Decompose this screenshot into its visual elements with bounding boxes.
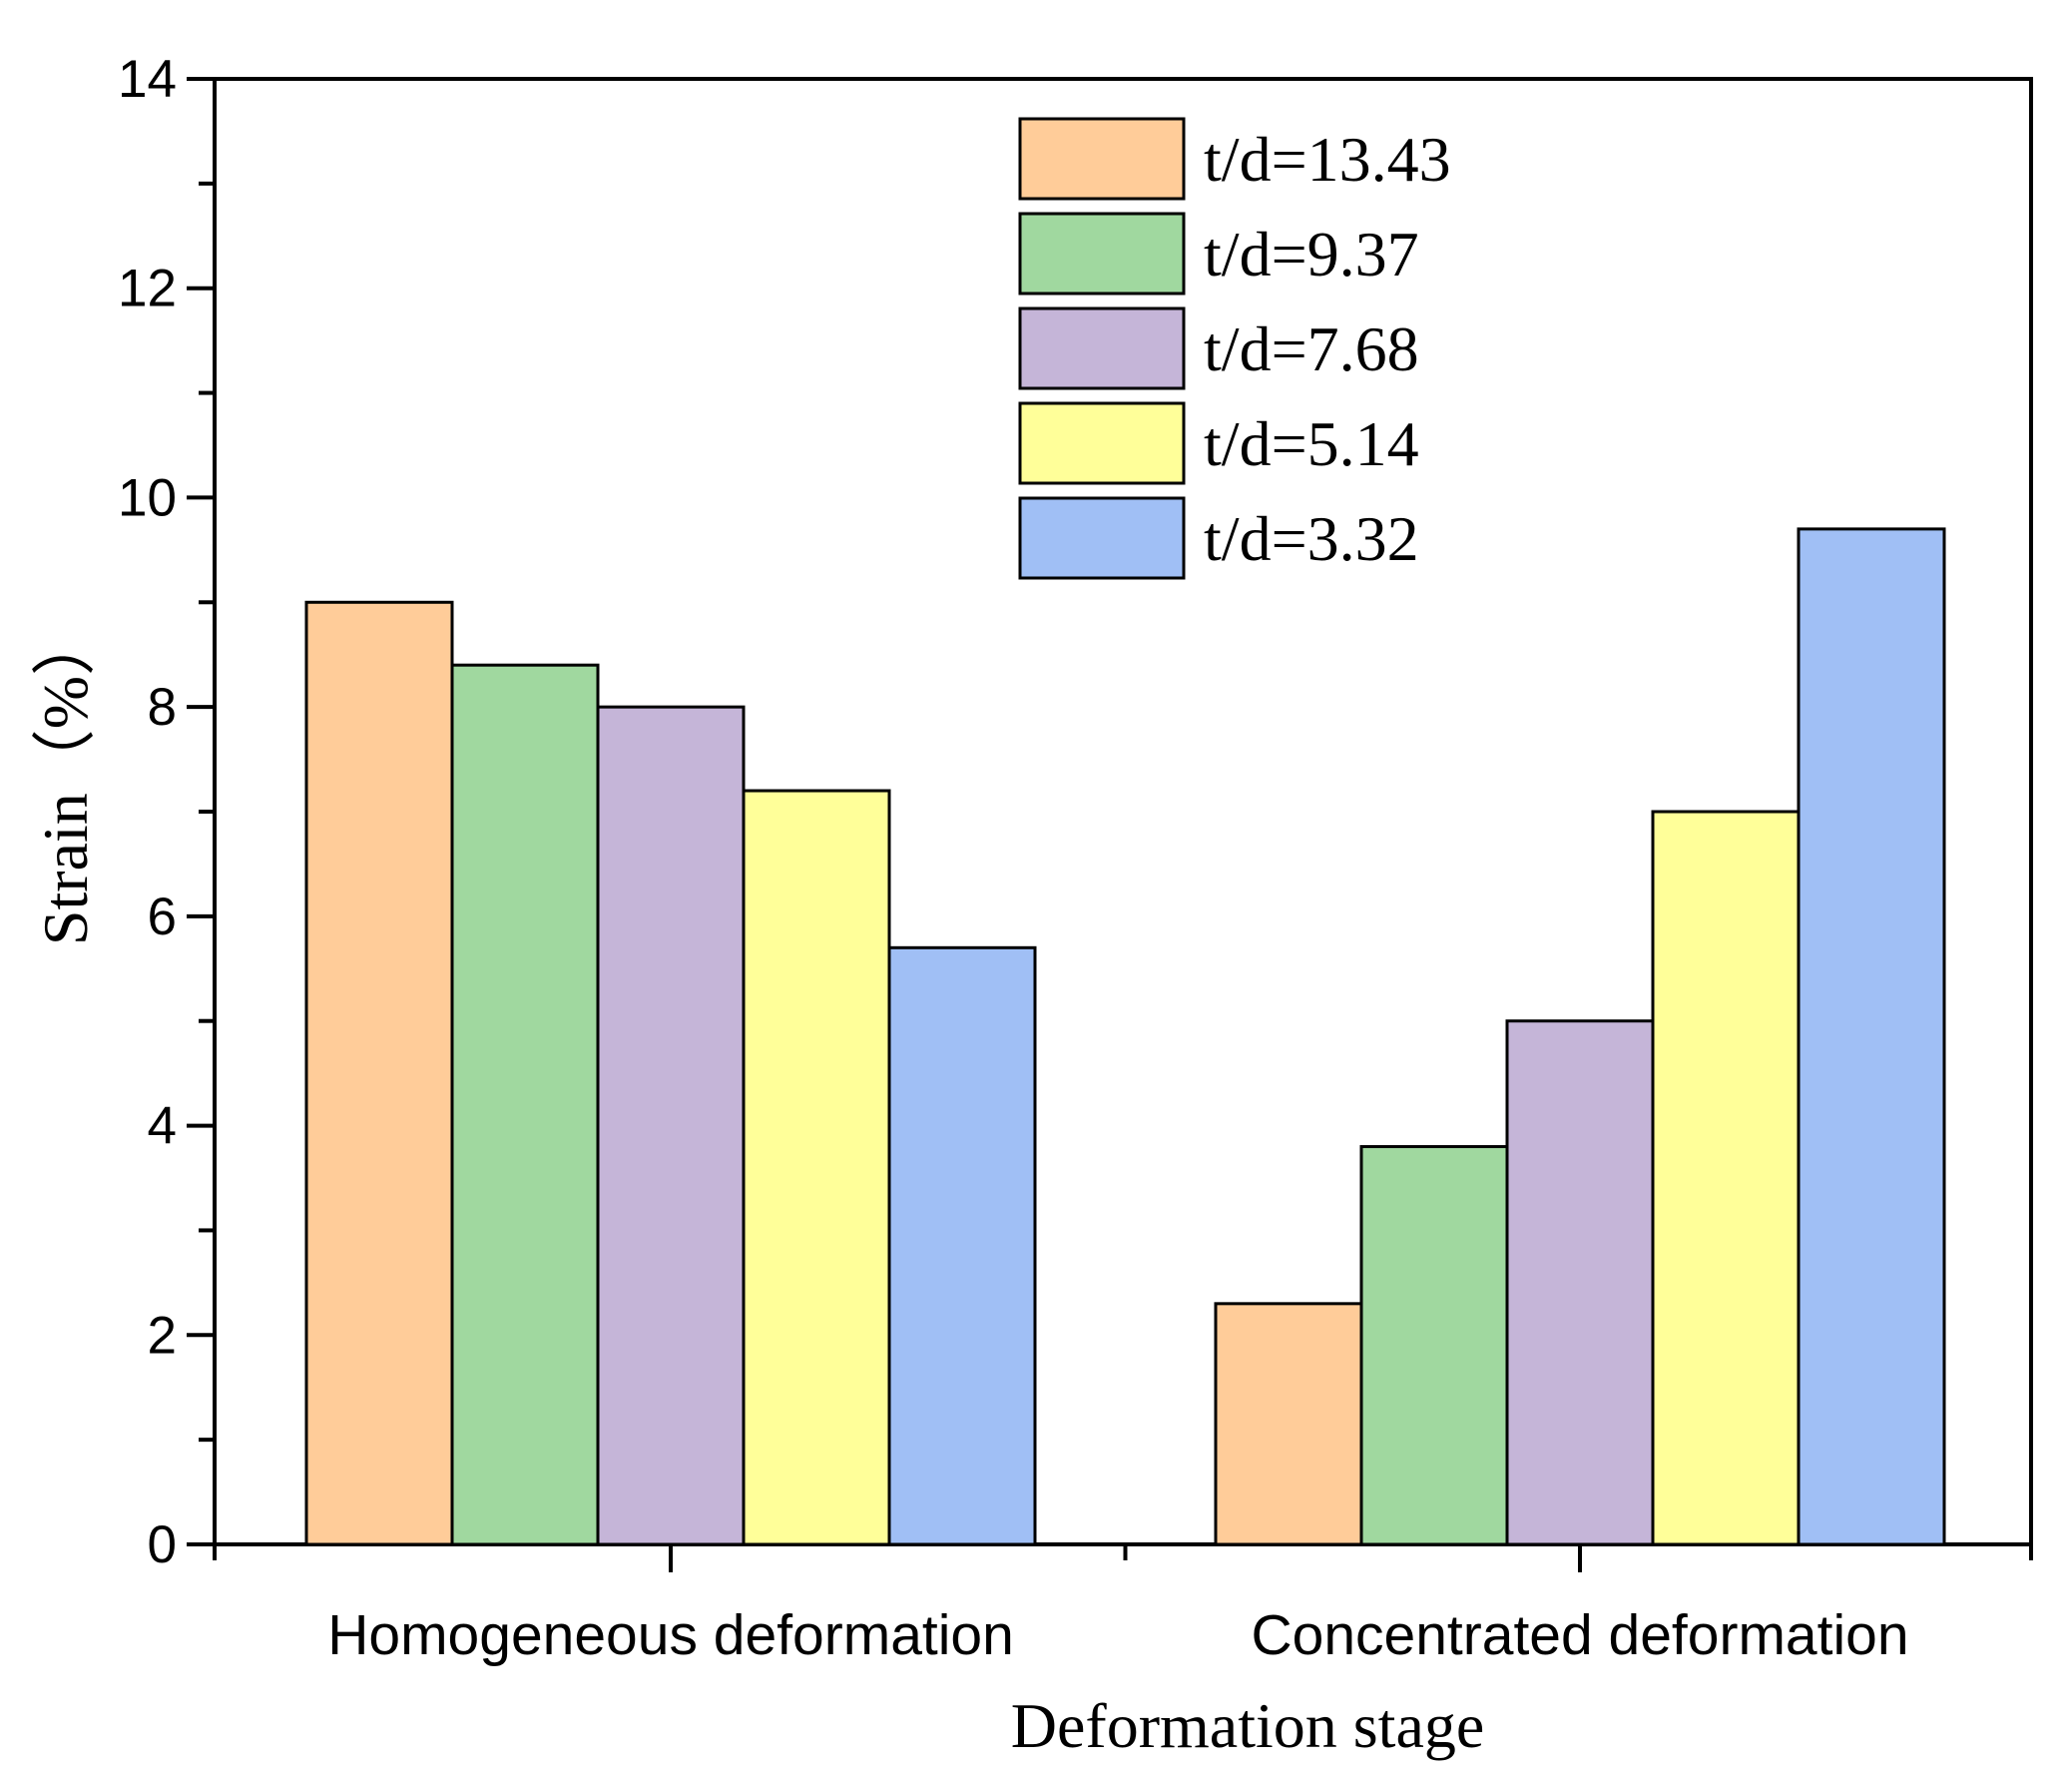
- bar-concentrated-deformation-t-d-7-68: [1505, 1019, 1655, 1546]
- legend-swatch-t-d-5-14: [1018, 401, 1186, 485]
- legend-label-t-d-13-43: t/d=13.43: [1204, 124, 1451, 195]
- legend-swatch-t-d-9-37: [1018, 212, 1186, 296]
- bar-concentrated-deformation-t-d-3-32: [1797, 527, 1946, 1546]
- y-tick-label: 0: [148, 1515, 177, 1574]
- bar-homogeneous-deformation-t-d-9-37: [450, 663, 600, 1546]
- y-tick-label: 10: [118, 468, 177, 527]
- bar-concentrated-deformation-t-d-9-37: [1359, 1145, 1509, 1546]
- bar-homogeneous-deformation-t-d-5-14: [742, 789, 891, 1546]
- y-tick-label: 14: [118, 50, 177, 109]
- axes-layer: 0 2 4 6 8 10 12 14 Homogeneous deformation Concen…: [118, 50, 2033, 1667]
- bar-concentrated-deformation-t-d-13-43: [1214, 1302, 1363, 1546]
- y-tick-label: 4: [148, 1097, 177, 1156]
- legend-label-t-d-9-37: t/d=9.37: [1204, 219, 1419, 290]
- bar-homogeneous-deformation-t-d-13-43: [304, 600, 454, 1546]
- x-axis-title: Deformation stage: [1011, 1690, 1485, 1761]
- bar-concentrated-deformation-t-d-5-14: [1651, 810, 1801, 1546]
- y-tick-label: 12: [118, 260, 177, 318]
- legend-label-t-d-3-32: t/d=3.32: [1204, 503, 1419, 574]
- legend-label-t-d-5-14: t/d=5.14: [1204, 408, 1419, 479]
- bars-layer: [304, 527, 1946, 1546]
- x-tick-label-concentrated-deformation: Concentrated deformation: [1251, 1603, 1908, 1667]
- y-tick-label: 2: [148, 1306, 177, 1365]
- y-axis-title: Strain（%）: [30, 612, 101, 945]
- legend-swatch-t-d-13-43: [1018, 117, 1186, 201]
- legend: t/d=13.43 t/d=9.37 t/d=7.68 t/d=5.14 t/d=3.3…: [1018, 117, 1451, 580]
- x-tick-label-homogeneous-deformation: Homogeneous deformation: [327, 1603, 1014, 1667]
- legend-label-t-d-7-68: t/d=7.68: [1204, 313, 1419, 384]
- legend-swatch-t-d-3-32: [1018, 496, 1186, 580]
- y-tick-label: 6: [148, 888, 177, 946]
- bar-homogeneous-deformation-t-d-7-68: [596, 705, 746, 1546]
- bar-homogeneous-deformation-t-d-3-32: [887, 945, 1037, 1546]
- legend-swatch-t-d-7-68: [1018, 306, 1186, 390]
- y-tick-label: 8: [148, 678, 177, 737]
